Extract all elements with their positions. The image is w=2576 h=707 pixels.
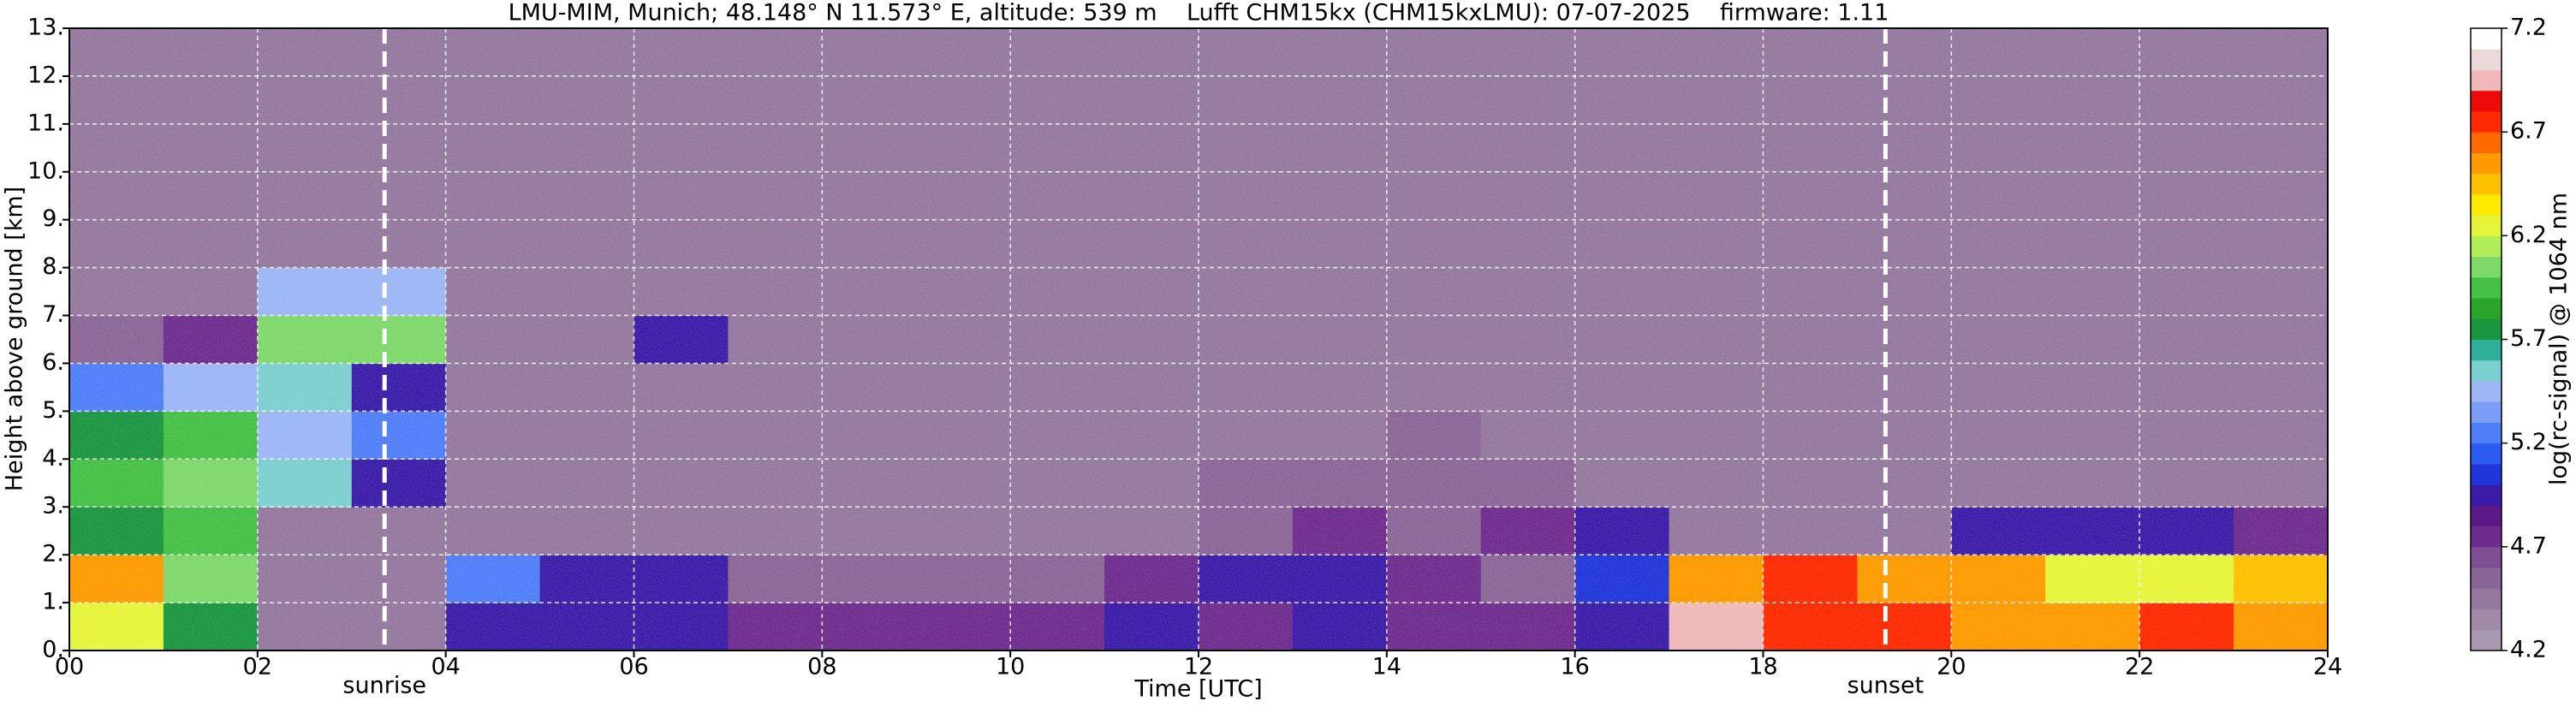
colorbar-swatch: [2471, 69, 2502, 92]
colorbar-swatch: [2471, 588, 2502, 610]
colorbar-swatch: [2471, 90, 2502, 112]
x-tick-label: 22: [2125, 654, 2154, 680]
x-tick-label: 16: [1560, 654, 1589, 680]
x-tick-label: 14: [1372, 654, 1401, 680]
x-axis-label: Time [UTC]: [1133, 676, 1262, 703]
y-tick-label: 2.: [42, 541, 64, 567]
colorbar-swatch: [2471, 152, 2502, 175]
colorbar-swatch: [2471, 401, 2502, 423]
y-tick-label: 11.: [27, 110, 64, 136]
y-tick-label: 7.: [42, 301, 64, 328]
colorbar-swatch: [2471, 318, 2502, 340]
y-tick-label: 10.: [27, 157, 64, 184]
colorbar-swatch: [2471, 422, 2502, 444]
colorbar-swatch: [2471, 505, 2502, 527]
colorbar-swatch: [2471, 609, 2502, 631]
colorbar-label: log(rc-signal) @ 1064 nm: [2546, 193, 2573, 485]
colorbar-tick-label: 6.7: [2510, 118, 2547, 145]
colorbar-swatch: [2471, 193, 2502, 216]
colorbar-swatch: [2471, 49, 2502, 70]
y-tick-label: 6.: [42, 349, 64, 376]
annotation-label: sunrise: [342, 673, 426, 699]
colorbar-tick-label: 4.7: [2510, 532, 2547, 559]
colorbar-tick-label: 7.2: [2510, 15, 2547, 41]
y-tick-label: 8.: [42, 253, 64, 280]
colorbar-swatch: [2471, 443, 2502, 465]
y-tick-label: 9.: [42, 205, 64, 232]
colorbar-swatch: [2471, 28, 2502, 50]
colorbar-swatch: [2471, 567, 2502, 589]
colorbar-tick-label: 4.2: [2510, 637, 2547, 663]
x-tick-label: 20: [1936, 654, 1966, 680]
y-tick-label: 0.: [42, 637, 64, 663]
colorbar-tick-label: 6.2: [2510, 222, 2547, 248]
colorbar-swatch: [2471, 256, 2502, 278]
colorbar-tick-label: 5.2: [2510, 429, 2547, 455]
y-tick-label: 1.: [42, 589, 64, 615]
colorbar-swatch: [2471, 526, 2502, 548]
y-tick-label: 13.: [27, 15, 64, 41]
colorbar-swatch: [2471, 359, 2502, 382]
colorbar-swatch: [2471, 173, 2502, 195]
colorbar-swatch: [2471, 110, 2502, 133]
colorbar-swatch: [2471, 132, 2502, 153]
overlay: [62, 27, 2329, 657]
plot-frame: [68, 27, 2329, 651]
colorbar-swatch: [2471, 235, 2502, 258]
y-tick-label: 3.: [42, 493, 64, 520]
y-tick-label: 4.: [42, 445, 64, 472]
colorbar-swatch: [2471, 629, 2502, 651]
colorbar-swatch: [2471, 546, 2502, 568]
y-tick-label: 12.: [27, 62, 64, 88]
x-tick-label: 18: [1748, 654, 1777, 680]
y-axis-label: Height above ground [km]: [2, 187, 28, 491]
x-tick-label: 24: [2313, 654, 2342, 680]
chart-title: LMU-MIM, Munich; 48.148° N 11.573° E, al…: [509, 0, 1889, 27]
x-tick-label: 10: [996, 654, 1025, 680]
x-tick-label: 06: [619, 654, 648, 680]
y-tick-label: 5.: [42, 397, 64, 424]
x-tick-label: 12: [1184, 654, 1213, 680]
colorbar-tick-label: 5.7: [2510, 325, 2547, 352]
x-tick-label: 08: [807, 654, 836, 680]
x-tick-label: 02: [243, 654, 272, 680]
colorbar-swatch: [2471, 276, 2502, 299]
colorbar-swatch: [2471, 298, 2502, 319]
colorbar-swatch: [2471, 463, 2502, 485]
colorbar-swatch: [2471, 380, 2502, 402]
colorbar-swatch: [2471, 339, 2502, 361]
colorbar-swatch: [2471, 484, 2502, 506]
colorbar-swatch: [2471, 215, 2502, 236]
x-tick-label: 04: [431, 654, 460, 680]
x-tick-label: 00: [55, 654, 84, 680]
annotation-label: sunset: [1847, 673, 1925, 699]
